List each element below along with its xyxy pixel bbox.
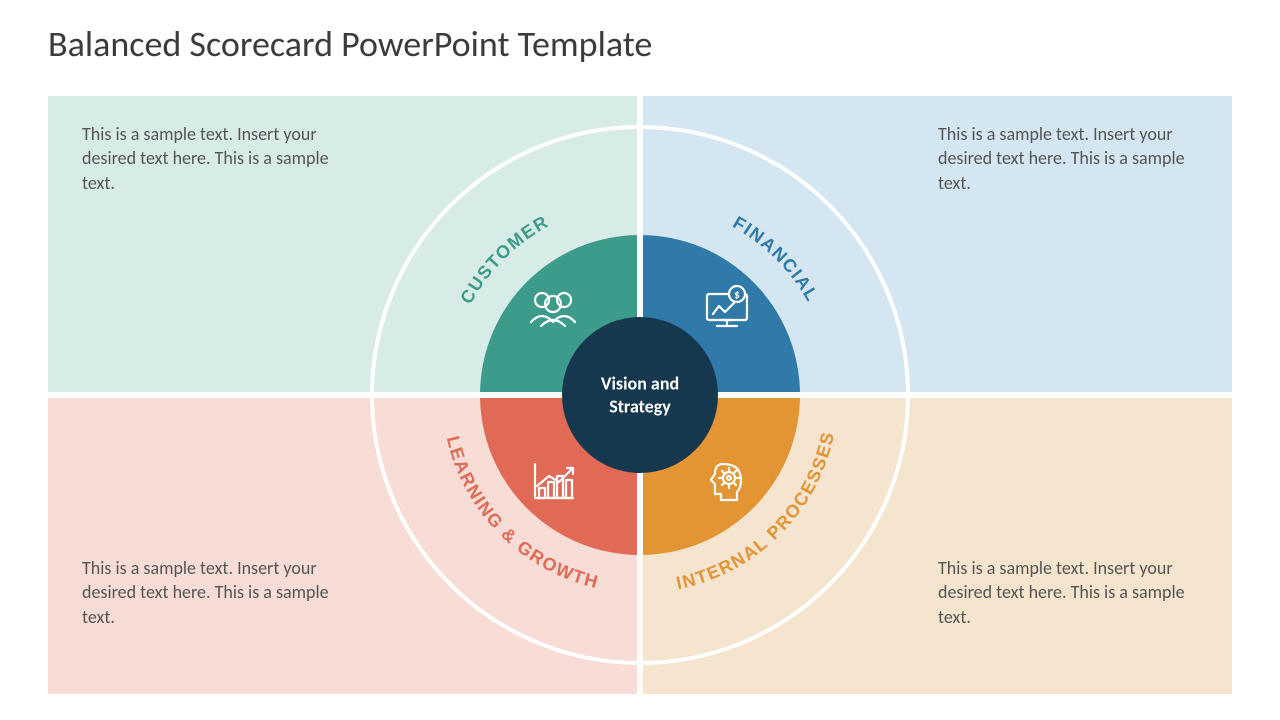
quadrant-internal: This is a sample text. Insert your desir…: [643, 398, 1232, 694]
quadrant-customer: This is a sample text. Insert your desir…: [48, 96, 637, 392]
learning-body-text: This is a sample text. Insert your desir…: [82, 556, 342, 629]
slide-title: Balanced Scorecard PowerPoint Template: [48, 22, 652, 66]
quadrant-grid: This is a sample text. Insert your desir…: [48, 96, 1232, 694]
quadrant-financial: This is a sample text. Insert your desir…: [643, 96, 1232, 392]
customer-body-text: This is a sample text. Insert your desir…: [82, 122, 342, 195]
financial-body-text: This is a sample text. Insert your desir…: [938, 122, 1198, 195]
internal-body-text: This is a sample text. Insert your desir…: [938, 556, 1198, 629]
quadrant-learning: This is a sample text. Insert your desir…: [48, 398, 637, 694]
